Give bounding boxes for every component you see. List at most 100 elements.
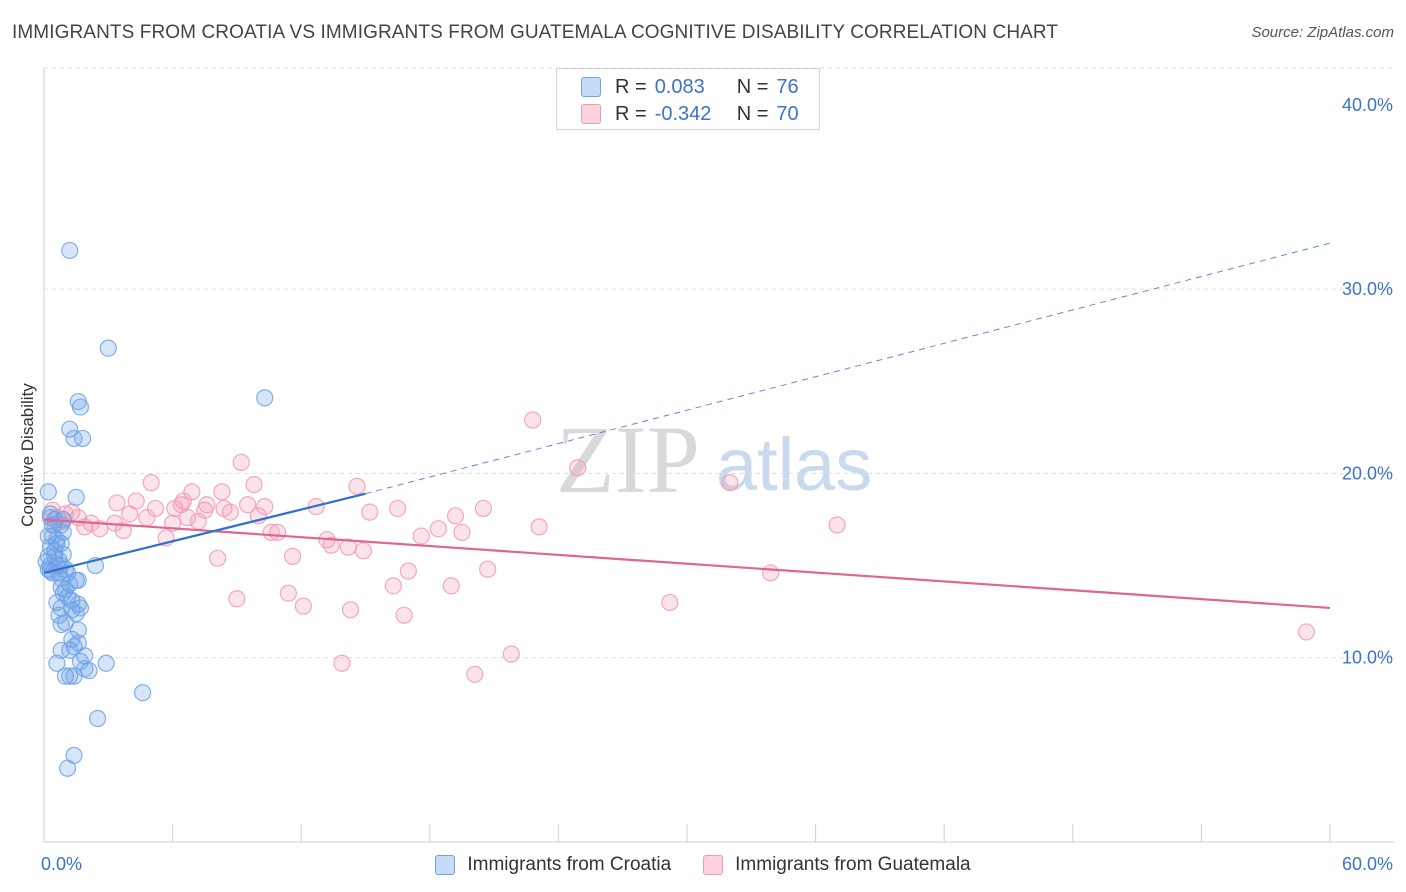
croatia-point (69, 621, 87, 639)
guatemala-point (146, 499, 165, 518)
n-label: N = (736, 75, 769, 98)
r-label: R = (615, 75, 647, 98)
guatemala-point (354, 542, 372, 560)
gridlines (44, 67, 1394, 659)
croatia-swatch (435, 855, 456, 875)
guatemala-point (569, 459, 587, 477)
guatemala-point (256, 498, 274, 516)
croatia-point (99, 339, 117, 357)
croatia-point (52, 615, 70, 634)
guatemala-swatch (581, 104, 601, 124)
x-tick-label: 0.0% (41, 854, 82, 874)
trend-lines (43, 242, 1331, 610)
watermark: ZIP atlas (556, 406, 872, 513)
croatia-point (48, 531, 66, 549)
stats-row-guatemala: R = -0.342 N = 70 (581, 102, 799, 126)
croatia-point (69, 571, 87, 589)
guatemala-point (399, 562, 417, 580)
croatia-trend-extension (365, 242, 1331, 495)
croatia-point (61, 241, 79, 260)
data-points (37, 241, 1316, 777)
n-value: 70 (776, 102, 799, 125)
guatemala-point (828, 516, 846, 534)
legend-label-guatemala: Immigrants from Guatemala (735, 854, 971, 875)
croatia-point (73, 429, 92, 448)
guatemala-point (198, 496, 216, 514)
guatemala-trend-line (43, 518, 1331, 610)
croatia-point (80, 662, 98, 680)
croatia-point (65, 667, 83, 685)
guatemala-point (174, 492, 192, 510)
guatemala-point (284, 547, 302, 565)
croatia-point (61, 420, 79, 438)
axes (43, 68, 1394, 843)
croatia-point (41, 509, 60, 527)
croatia-point (63, 630, 81, 648)
guatemala-point (453, 523, 471, 542)
guatemala-point (429, 520, 447, 538)
guatemala-point (127, 492, 145, 510)
guatemala-point (412, 527, 430, 545)
guatemala-point (322, 536, 340, 554)
croatia-point (88, 709, 107, 728)
croatia-point (39, 483, 57, 501)
watermark-atlas: atlas (716, 423, 872, 506)
y-tick-label: 40.0% (1342, 95, 1393, 115)
guatemala-point (442, 577, 460, 595)
guatemala-point (479, 560, 497, 578)
guatemala-point (232, 453, 250, 471)
croatia-point (256, 389, 274, 407)
n-value: 76 (776, 75, 799, 98)
croatia-point (58, 759, 77, 777)
guatemala-point (466, 665, 484, 683)
croatia-point (61, 641, 79, 659)
guatemala-point (348, 477, 366, 495)
guatemala-point (91, 520, 109, 538)
stats-row-croatia: R = 0.083 N = 76 (581, 75, 799, 99)
croatia-point (54, 545, 72, 564)
croatia-point (71, 398, 90, 416)
guatemala-point (114, 521, 132, 540)
guatemala-swatch (703, 855, 724, 875)
croatia-point (46, 542, 64, 560)
guatemala-point (361, 503, 379, 521)
guatemala-point (721, 474, 739, 492)
guatemala-point (142, 474, 160, 492)
n-label: N = (736, 102, 769, 125)
guatemala-point (221, 503, 240, 521)
guatemala-point (395, 606, 413, 624)
croatia-point (61, 575, 79, 593)
guatemala-point (269, 523, 287, 542)
guatemala-point (524, 411, 542, 429)
legend-item-croatia[interactable]: Immigrants from Croatia (435, 854, 671, 876)
legend-label-croatia: Immigrants from Croatia (467, 854, 672, 875)
y-tick-label: 20.0% (1342, 463, 1393, 483)
guatemala-point (108, 494, 126, 512)
guatemala-point (1297, 623, 1316, 641)
guatemala-point (228, 590, 246, 608)
croatia-trend-line (43, 492, 366, 575)
watermark-zip: ZIP (556, 406, 700, 513)
stats-legend: R = 0.083 N = 76 R = -0.342 N = 70 (556, 68, 820, 130)
r-value: 0.083 (654, 75, 705, 98)
source-label: Source: ZipAtlas.com (1251, 24, 1394, 41)
guatemala-point (213, 483, 231, 501)
croatia-point (67, 488, 85, 506)
legend-item-guatemala[interactable]: Immigrants from Guatemala (703, 854, 971, 876)
guatemala-point (333, 654, 351, 672)
guatemala-point (239, 496, 257, 514)
guatemala-point (183, 483, 201, 501)
x-tick-label: 60.0% (1342, 854, 1393, 874)
guatemala-point (384, 577, 402, 595)
r-label: R = (615, 102, 647, 125)
croatia-point (61, 667, 79, 685)
guatemala-point (761, 564, 780, 582)
y-tick-label: 30.0% (1342, 279, 1393, 299)
guatemala-point (530, 518, 548, 536)
croatia-point (71, 652, 90, 671)
guatemala-point (209, 549, 227, 567)
chart-title: IMMIGRANTS FROM CROATIA VS IMMIGRANTS FR… (12, 22, 1059, 43)
guatemala-point (279, 584, 297, 602)
guatemala-point (294, 597, 312, 615)
